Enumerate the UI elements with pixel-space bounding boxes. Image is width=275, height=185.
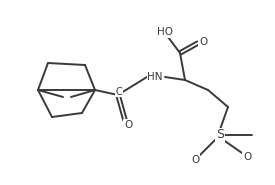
Text: O: O	[191, 155, 199, 165]
Text: O: O	[243, 152, 251, 162]
Text: O: O	[124, 120, 132, 130]
Text: HN: HN	[147, 72, 163, 82]
Text: HO: HO	[157, 27, 173, 37]
Text: O: O	[199, 37, 207, 47]
Text: C: C	[116, 87, 122, 97]
Text: S: S	[216, 129, 224, 142]
